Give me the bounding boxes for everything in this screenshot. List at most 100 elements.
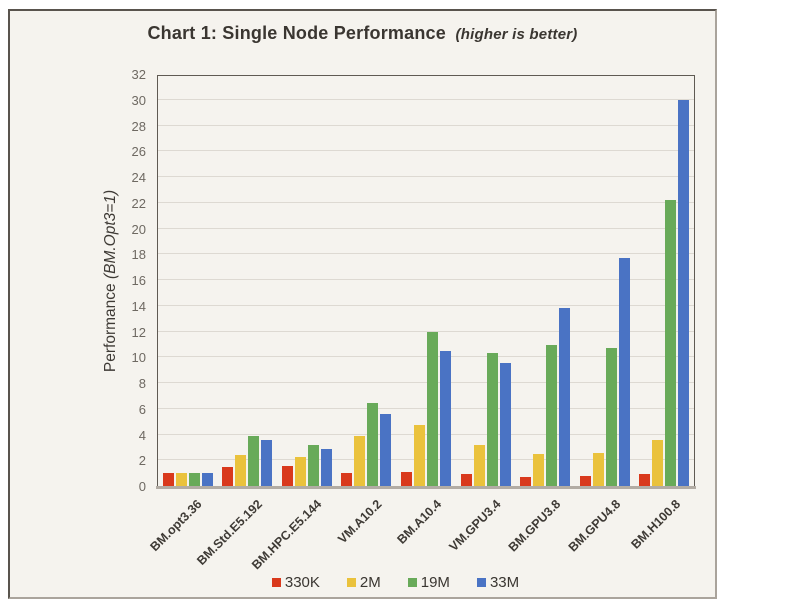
bar-groups (158, 76, 694, 486)
bar-33M-VM.GPU3.4 (499, 363, 511, 486)
chart-title-main: Chart 1: Single Node Performance (147, 23, 446, 43)
y-axis-tick-label: 14 (131, 298, 146, 314)
gridline (158, 407, 694, 409)
legend-label: 330K (284, 574, 320, 591)
gridline (158, 304, 694, 306)
legend-swatch-icon (407, 578, 417, 587)
y-axis-tick-label: 4 (138, 427, 146, 443)
x-axis-line (156, 485, 696, 489)
bar-group (337, 76, 397, 486)
bar-330K-VM.GPU3.4 (460, 474, 472, 486)
gridline (158, 356, 694, 358)
y-axis-tick-label: 16 (131, 273, 146, 288)
bar-group (396, 76, 456, 486)
legend-label: 2M (359, 574, 381, 591)
legend-item: 33M (476, 574, 520, 591)
y-axis-tick-label: 26 (131, 144, 146, 160)
bar-33M-BM.GPU4.8 (618, 257, 630, 486)
bar-group (218, 76, 278, 486)
legend-label: 19M (420, 574, 450, 591)
bar-group (575, 76, 635, 486)
bar-33M-BM.HPC.E5.144 (320, 448, 332, 486)
bar-19M-BM.A10.4 (427, 332, 439, 486)
legend-label: 33M (489, 574, 520, 591)
bar-33M-BM.A10.4 (440, 351, 452, 486)
bar-group (277, 76, 337, 486)
y-axis-tick-label: 6 (138, 401, 146, 417)
bar-2M-BM.H100.8 (652, 439, 664, 486)
y-axis-tick-label: 12 (131, 324, 146, 340)
plot-area (156, 75, 696, 489)
bar-19M-BM.HPC.E5.144 (307, 445, 319, 486)
bar-2M-BM.A10.4 (414, 424, 426, 486)
bar-19M-BM.GPU3.8 (546, 345, 558, 486)
chart-title: Chart 1: Single Node Performance (higher… (10, 23, 715, 44)
gridline (158, 382, 694, 383)
gridline (158, 433, 694, 435)
legend-item: 2M (346, 574, 381, 591)
bar-330K-VM.A10.2 (341, 473, 353, 486)
y-axis-tick-label: 10 (131, 350, 146, 366)
legend-swatch-icon (476, 578, 486, 587)
bar-19M-BM.GPU4.8 (605, 347, 617, 486)
bar-2M-BM.HPC.E5.144 (294, 456, 306, 486)
bar-19M-VM.GPU3.4 (486, 352, 498, 486)
bar-19M-BM.opt3.36 (188, 473, 200, 486)
chart-title-note-text: (higher is better) (455, 26, 578, 43)
bar-330K-BM.opt3.36 (162, 473, 174, 486)
bar-19M-BM.Std.E5.192 (248, 436, 260, 486)
gridline (158, 279, 694, 280)
bar-2M-VM.A10.2 (354, 436, 366, 486)
y-axis-tick-label: 30 (131, 92, 146, 108)
bar-group (635, 76, 695, 486)
gridline (158, 150, 694, 152)
x-axis-label: BM.GPU4.8 (565, 497, 624, 555)
gridline (158, 253, 694, 255)
bar-group (515, 76, 575, 486)
bar-2M-BM.Std.E5.192 (235, 455, 247, 486)
chart-frame: Chart 1: Single Node Performance (higher… (8, 9, 717, 599)
x-axis-label: VM.A10.2 (334, 497, 385, 547)
y-axis-tick-label: 0 (138, 479, 146, 494)
bar-330K-BM.HPC.E5.144 (281, 465, 293, 486)
bar-330K-BM.H100.8 (639, 474, 651, 486)
x-axis-label: BM.H100.8 (628, 497, 684, 552)
bar-2M-BM.GPU3.8 (533, 453, 545, 486)
bar-19M-BM.H100.8 (665, 200, 677, 486)
x-axis-label: VM.GPU3.4 (446, 497, 504, 555)
bar-2M-VM.GPU3.4 (473, 445, 485, 486)
gridline (158, 176, 694, 177)
x-axis-label: BM.GPU3.8 (505, 497, 564, 555)
gridline (158, 124, 694, 126)
y-axis-tick-label: 32 (131, 67, 146, 82)
legend-item: 330K (271, 574, 320, 591)
bar-group (158, 76, 218, 486)
legend: 330K 2M 19M 33M (43, 574, 748, 591)
bar-330K-BM.A10.4 (401, 471, 413, 486)
y-axis-tick-label: 22 (131, 195, 146, 211)
gridline (158, 459, 694, 461)
y-axis-tick-label: 18 (131, 247, 146, 263)
legend-swatch-icon (346, 578, 356, 587)
bar-33M-BM.opt3.36 (201, 473, 213, 486)
bar-330K-BM.GPU4.8 (579, 476, 591, 486)
bar-33M-BM.Std.E5.192 (261, 439, 273, 486)
bar-19M-VM.A10.2 (367, 402, 379, 486)
bar-2M-BM.GPU4.8 (592, 452, 604, 486)
y-axis-tick-labels: 0 2 4 6 8 10 12 14 16 18 20 22 24 26 28 30 32 (10, 68, 153, 494)
gridline (158, 227, 694, 229)
bar-330K-BM.GPU3.8 (520, 477, 532, 486)
y-axis-tick-label: 8 (138, 376, 146, 391)
bar-33M-VM.A10.2 (380, 414, 392, 486)
y-axis-tick-label: 2 (138, 453, 146, 469)
bar-33M-BM.H100.8 (678, 100, 690, 486)
x-axis-label: BM.opt3.36 (147, 497, 205, 555)
bar-group (456, 76, 516, 486)
gridline (158, 330, 694, 332)
x-axis-labels: BM.opt3.36 BM.Std.E5.192 BM.HPC.E5.144 VM.A… (148, 491, 695, 581)
legend-item: 19M (407, 574, 450, 591)
legend-swatch-icon (271, 578, 281, 587)
y-axis-tick-label: 24 (131, 170, 146, 185)
x-axis-label: BM.A10.4 (394, 497, 444, 547)
bar-2M-BM.opt3.36 (175, 473, 187, 486)
